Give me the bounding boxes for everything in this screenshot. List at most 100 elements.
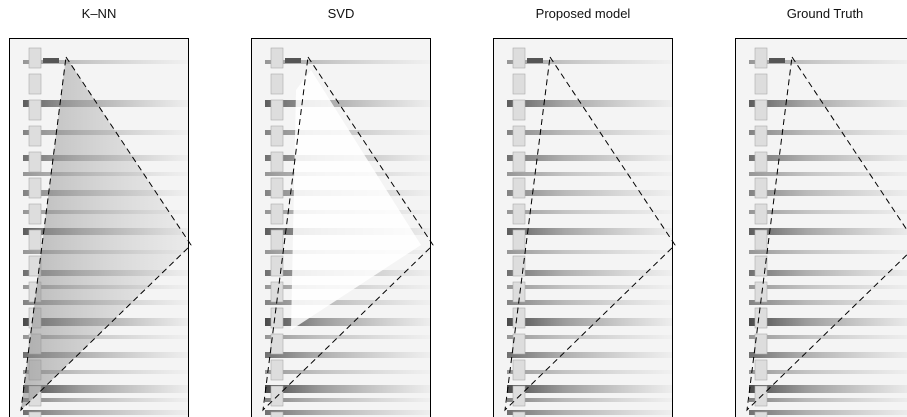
image-stripe <box>507 410 673 415</box>
image-column-block <box>29 48 41 68</box>
image-stripe <box>749 318 907 326</box>
image-stripe <box>507 210 673 214</box>
image-stripe <box>749 130 907 135</box>
image-stripe <box>749 398 907 402</box>
image-stripe <box>265 410 431 415</box>
page: K–NNSVDProposed modelGround Truth (() =>… <box>0 0 907 417</box>
panel-image <box>493 38 673 417</box>
image-column-block <box>755 360 767 380</box>
image-column-block <box>513 334 525 354</box>
image-column-block <box>755 204 767 224</box>
image-column-block <box>513 412 525 417</box>
image-column-block <box>29 204 41 224</box>
panel-title: Proposed model <box>536 6 631 21</box>
image-column-block <box>513 178 525 198</box>
image-stripe <box>749 385 907 393</box>
panel-image <box>251 38 431 417</box>
image-stripe <box>749 155 907 161</box>
image-stripe <box>749 270 907 276</box>
image-stripe <box>749 285 907 289</box>
image-column-block <box>755 308 767 328</box>
image-column-block <box>29 74 41 94</box>
image-column-block <box>271 126 283 146</box>
image-stripe <box>749 300 907 305</box>
image-stripe <box>507 398 673 402</box>
image-header <box>285 58 301 63</box>
panel: K–NN <box>9 6 191 417</box>
image-column-block <box>513 48 525 68</box>
image-column-block <box>755 100 767 120</box>
image-column-block <box>513 204 525 224</box>
image-stripe <box>507 352 673 358</box>
image-column-block <box>513 308 525 328</box>
image-column-block <box>29 126 41 146</box>
image-stripe <box>507 250 673 254</box>
image-column-block <box>513 256 525 276</box>
image-stripe <box>265 300 431 305</box>
image-column-block <box>271 308 283 328</box>
panel-title: K–NN <box>82 6 117 21</box>
image-stripe <box>749 100 907 107</box>
image-column-block <box>755 126 767 146</box>
image-stripe <box>749 250 907 254</box>
figure: K–NN SVD Proposed model Ground Truth <box>0 0 907 417</box>
image-column-block <box>755 74 767 94</box>
image-column-block <box>271 230 283 250</box>
image-column-block <box>29 100 41 120</box>
image-stripe <box>265 100 431 107</box>
image-stripe <box>749 410 907 415</box>
image-column-block <box>271 178 283 198</box>
image-column-block <box>271 412 283 417</box>
image-stripe <box>507 285 673 289</box>
panel-image <box>735 38 907 417</box>
image-column-block <box>271 204 283 224</box>
panel: SVD <box>251 6 433 417</box>
image-stripe <box>507 300 673 305</box>
image-column-block <box>513 126 525 146</box>
image-column-block <box>755 412 767 417</box>
panel-title: SVD <box>328 6 355 21</box>
image-stripe <box>507 172 673 176</box>
image-column-block <box>271 360 283 380</box>
image-stripe <box>749 352 907 358</box>
image-stripe <box>23 410 189 415</box>
image-stripe <box>507 155 673 161</box>
image-header <box>527 58 543 63</box>
image-column-block <box>271 100 283 120</box>
image-stripe <box>265 318 431 326</box>
image-column-block <box>271 152 283 172</box>
image-stripe <box>749 370 907 374</box>
image-stripe <box>507 228 673 235</box>
image-column-block <box>513 100 525 120</box>
image-column-block <box>513 74 525 94</box>
image-column-block <box>271 334 283 354</box>
image-stripe <box>749 228 907 235</box>
image-column-block <box>29 230 41 250</box>
image-column-block <box>29 412 41 417</box>
image-stripe <box>265 335 431 339</box>
image-stripe <box>23 385 189 393</box>
image-stripe <box>23 398 189 402</box>
image-column-block <box>755 256 767 276</box>
image-column-block <box>755 178 767 198</box>
image-stripe <box>507 100 673 107</box>
image-stripe <box>507 190 673 196</box>
image-stripe <box>749 335 907 339</box>
image-stripe <box>507 130 673 135</box>
image-stripe <box>265 398 431 402</box>
image-column-block <box>755 334 767 354</box>
image-column-block <box>755 230 767 250</box>
image-header <box>769 58 785 63</box>
image-column-block <box>755 152 767 172</box>
image-column-block <box>271 48 283 68</box>
image-column-block <box>29 178 41 198</box>
panel-image <box>9 38 191 417</box>
image-stripe <box>749 172 907 176</box>
image-header <box>43 58 59 63</box>
panel: Ground Truth <box>735 6 907 417</box>
image-stripe <box>265 385 431 393</box>
image-stripe <box>265 352 431 358</box>
panel: Proposed model <box>493 6 675 417</box>
image-column-block <box>271 256 283 276</box>
image-column-block <box>513 360 525 380</box>
